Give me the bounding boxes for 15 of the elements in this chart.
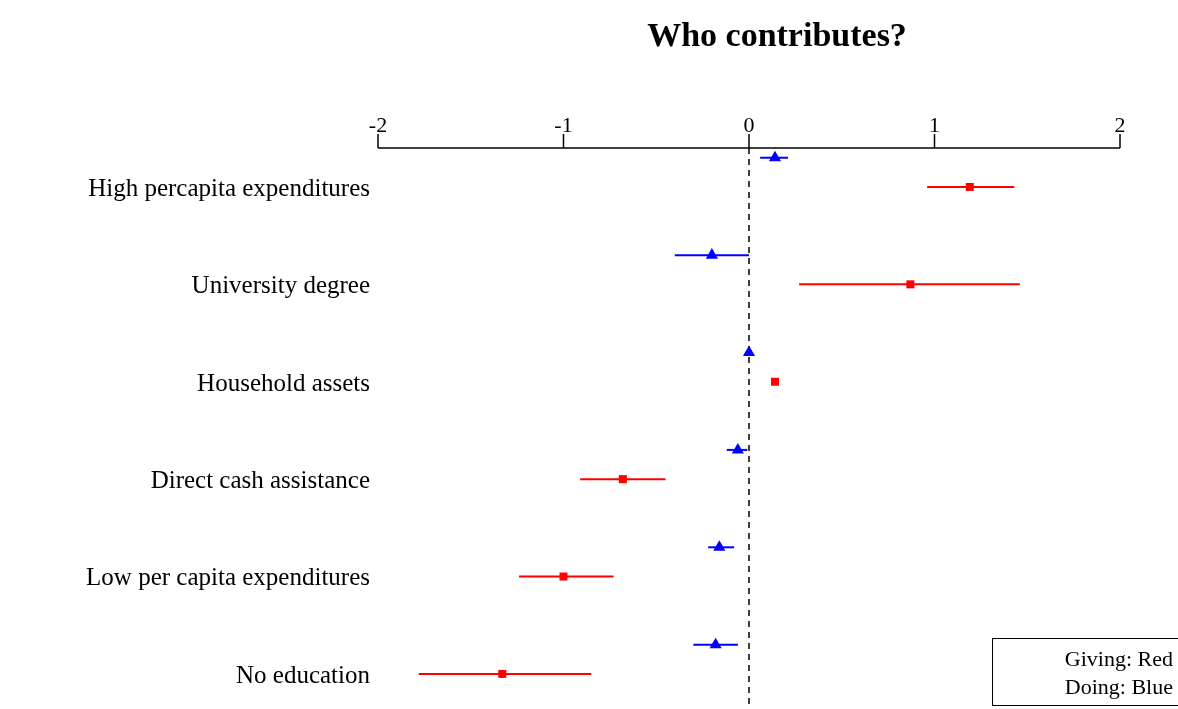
y-tick-label: No education	[236, 660, 371, 688]
chart-title: Who contributes?	[646, 16, 908, 54]
y-tick-label: Direct cash assistance	[150, 466, 370, 494]
x-tick-label: 2	[1114, 112, 1126, 137]
y-tick-label: High percapita expenditures	[88, 173, 370, 201]
y-tick-label: Low per capita expenditures	[86, 563, 370, 591]
text-box: Giving: Red Doing: Blue	[992, 638, 1178, 706]
x-tick-label: -1	[554, 112, 573, 137]
x-tick-label: -2	[368, 112, 388, 137]
annotation: Giving: Red	[1063, 645, 1173, 673]
y-tick-label: University degree	[191, 271, 370, 299]
x-tick-label: 1	[929, 112, 940, 137]
x-tick-label: 0	[743, 112, 755, 137]
annotation: Doing: Blue	[1063, 673, 1173, 701]
y-tick-label: Household assets	[197, 368, 370, 396]
